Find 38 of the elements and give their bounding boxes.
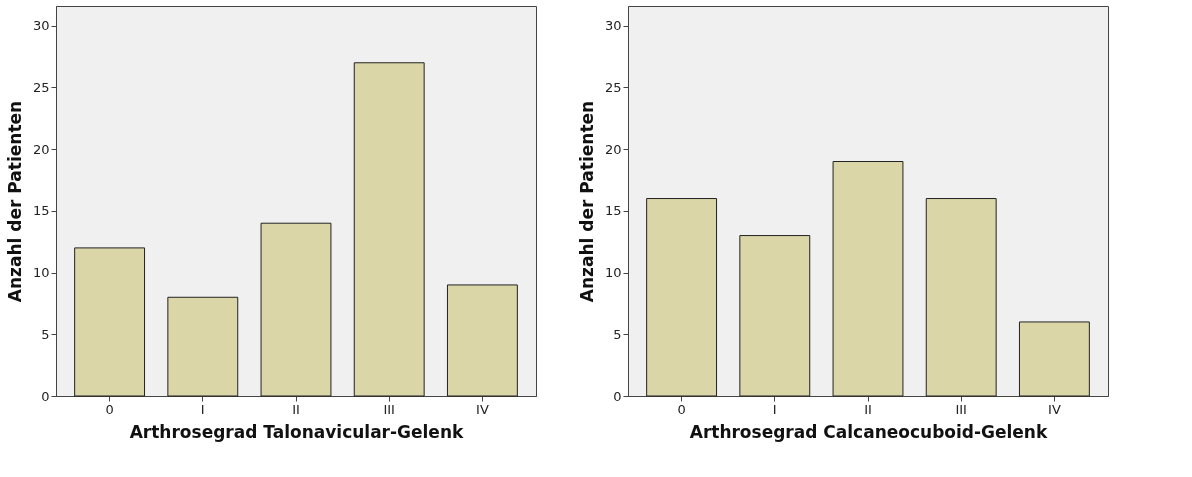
x-tick-label: 0 xyxy=(677,401,686,417)
y-tick-label: 20 xyxy=(32,141,50,157)
x-axis-title: Arthrosegrad Calcaneocuboid-Gelenk xyxy=(689,421,1048,442)
y-tick-label: 15 xyxy=(604,203,622,219)
x-tick-label: IV xyxy=(1048,401,1061,417)
y-tick-label: 0 xyxy=(613,388,622,404)
bar xyxy=(1018,321,1090,397)
y-tick-label: 25 xyxy=(604,79,622,95)
y-tick-label: 15 xyxy=(32,203,50,219)
bar xyxy=(646,198,718,397)
bar xyxy=(167,296,239,397)
x-tick-label: III xyxy=(383,401,395,417)
y-tick-label: 20 xyxy=(604,141,622,157)
bar xyxy=(353,62,425,397)
y-tick-label: 5 xyxy=(613,326,622,342)
x-tick-label: III xyxy=(955,401,967,417)
y-tick-label: 25 xyxy=(32,79,50,95)
y-tick-label: 10 xyxy=(604,265,622,281)
y-axis-title: Anzahl der Patienten xyxy=(4,100,25,303)
y-tick-label: 10 xyxy=(32,265,50,281)
x-axis-title: Arthrosegrad Talonavicular-Gelenk xyxy=(129,421,465,442)
bar xyxy=(925,198,997,397)
y-tick-label: 5 xyxy=(41,326,50,342)
bar xyxy=(74,247,146,397)
bar xyxy=(739,235,811,397)
y-tick-label: 0 xyxy=(41,388,50,404)
x-tick-label: I xyxy=(772,401,777,417)
x-tick-label: II xyxy=(292,401,300,417)
x-tick-label: II xyxy=(864,401,872,417)
bar xyxy=(832,161,904,397)
bar xyxy=(260,222,332,397)
y-tick-label: 30 xyxy=(604,18,622,34)
y-axis-title: Anzahl der Patienten xyxy=(576,100,597,303)
bar xyxy=(446,284,518,397)
x-tick-label: IV xyxy=(476,401,489,417)
y-tick-label: 30 xyxy=(32,18,50,34)
x-tick-label: 0 xyxy=(105,401,114,417)
x-tick-label: I xyxy=(200,401,205,417)
